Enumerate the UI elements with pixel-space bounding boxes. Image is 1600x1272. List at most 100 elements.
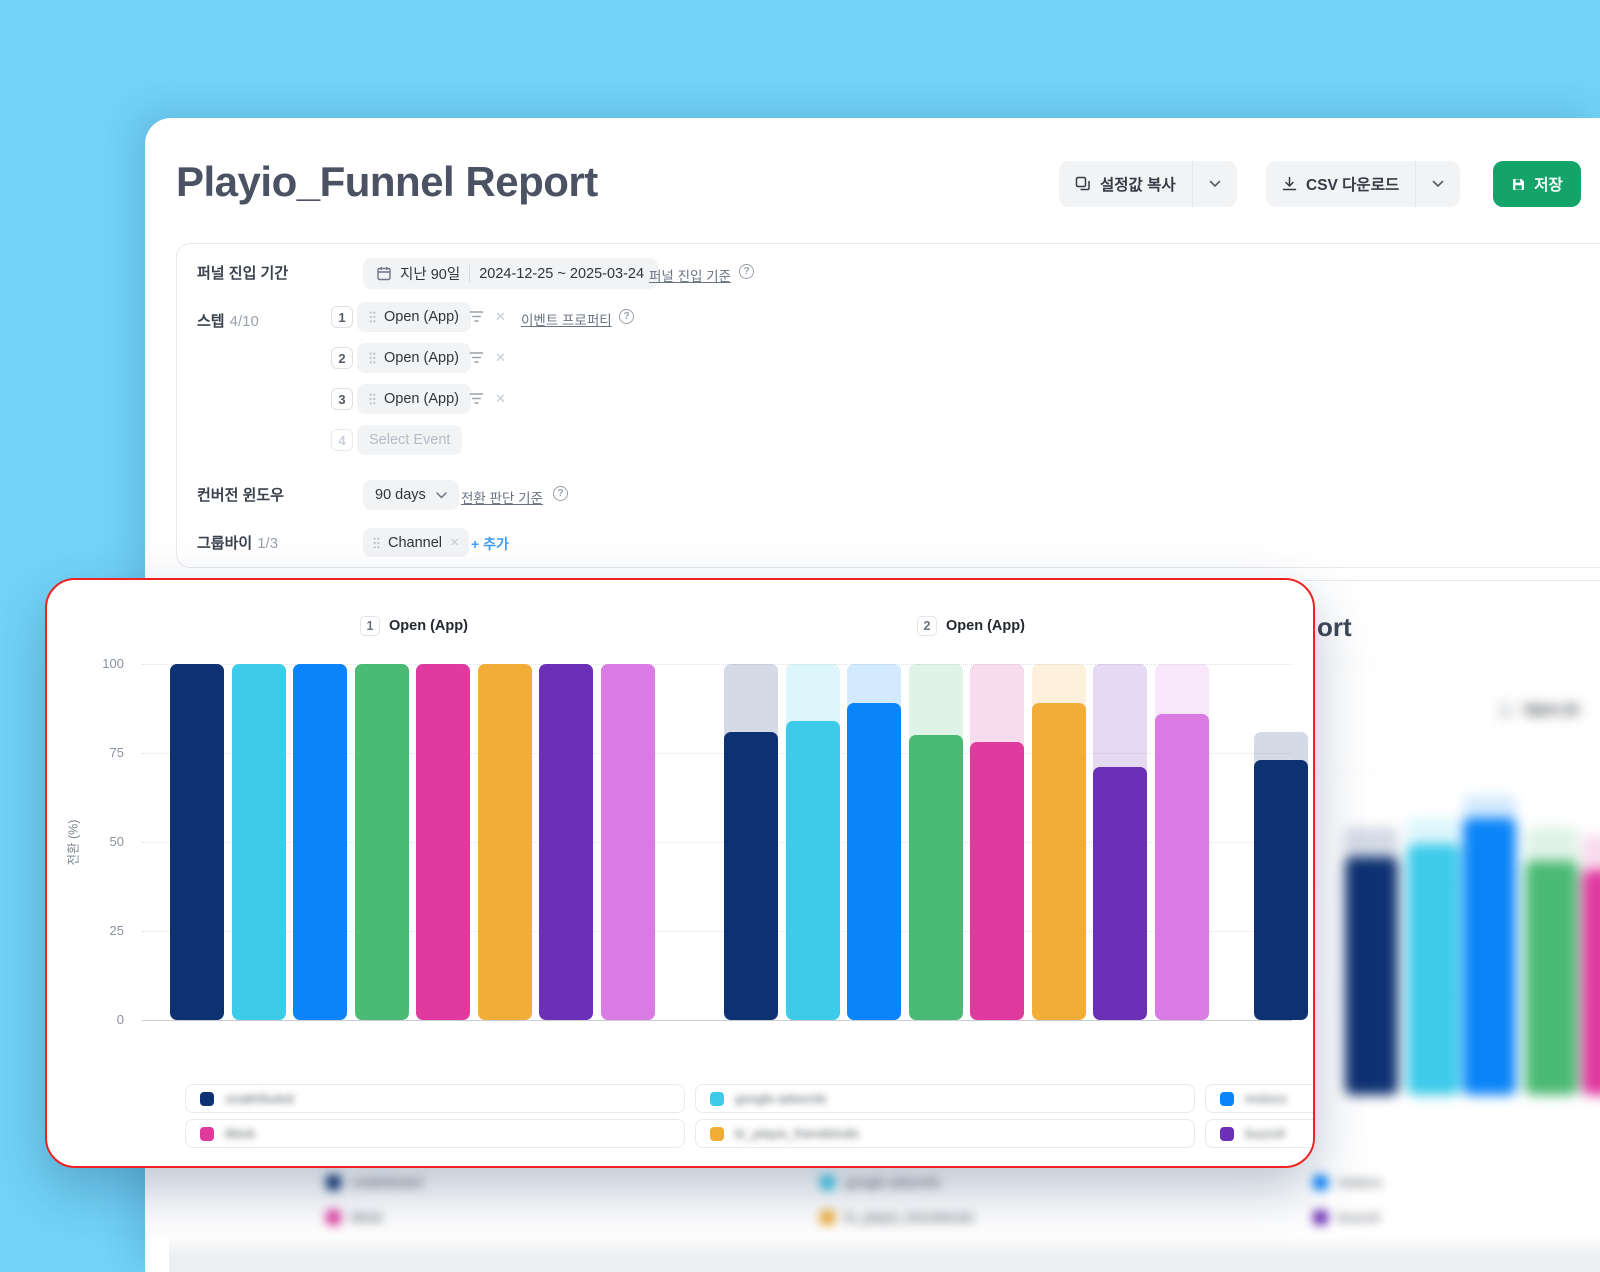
background-gridline — [1303, 662, 1600, 663]
legend-chip-buzzvil[interactable]: buzzvil — [1205, 1119, 1313, 1148]
step2-group-header: 2 Open (App) — [917, 616, 1025, 636]
drag-handle-icon[interactable] — [369, 393, 376, 405]
bar-step1-tiktok — [416, 664, 470, 1020]
legend-swatch — [200, 1126, 214, 1141]
chevron-down-icon — [1209, 180, 1220, 188]
legend-swatch — [326, 1175, 341, 1190]
save-button[interactable]: 저장 — [1493, 161, 1581, 207]
background-bar — [1525, 861, 1578, 1095]
remove-step-icon[interactable]: ✕ — [495, 391, 506, 406]
filter-icon[interactable] — [469, 392, 484, 405]
bar-step3-unattributed — [1254, 760, 1308, 1020]
bar-step1-google.adwords — [231, 664, 286, 1020]
step-number-badge: 2 — [917, 616, 937, 636]
period-chip[interactable]: 지난 90일 2024-12-25 ~ 2025-03-24 — [363, 258, 659, 289]
background-step3-header: 3 Open (A — [1495, 700, 1579, 720]
legend-label: tiktok — [225, 1126, 256, 1141]
step1-group-header: 1 Open (App) — [360, 616, 468, 636]
question-icon[interactable]: ? — [553, 486, 568, 501]
legend-label: moloco — [1338, 1175, 1382, 1190]
background-legend-item: buzzvil — [1313, 1210, 1379, 1225]
legend-chip-moloco[interactable]: moloco — [1205, 1084, 1313, 1113]
copy-icon — [1075, 176, 1091, 192]
conversion-label: 컨버전 윈도우 — [197, 487, 284, 504]
page-footer-band — [169, 1236, 1600, 1272]
bar-step2-moloco — [847, 703, 901, 1020]
button-divider — [1191, 161, 1193, 207]
legend-swatch — [1220, 1126, 1234, 1141]
chip-divider — [469, 265, 471, 282]
step1-group-label: Open (App) — [389, 618, 468, 634]
legend-label: unattributed — [225, 1091, 294, 1106]
chevron-down-icon — [436, 491, 447, 499]
gridline — [142, 931, 1292, 932]
copy-settings-label: 설정값 복사 — [1100, 177, 1176, 194]
background-card-border — [1303, 580, 1600, 581]
steps-label: 스텝 4/10 — [197, 310, 259, 331]
legend-label: unattributed — [351, 1175, 423, 1190]
copy-settings-dropdown[interactable] — [1193, 161, 1237, 207]
csv-download-dropdown[interactable] — [1416, 161, 1460, 207]
event-property-link[interactable]: 이벤트 프로퍼티 — [521, 313, 612, 328]
x-axis-line — [142, 1020, 1292, 1021]
period-range: 2024-12-25 ~ 2025-03-24 — [479, 265, 645, 282]
y-axis-tick: 75 — [109, 745, 124, 760]
background-bar — [1407, 843, 1460, 1095]
background-legend-item: kr_playio_friendsholic — [820, 1210, 975, 1225]
step-event-label: Select Event — [369, 432, 451, 448]
step-event-chip[interactable]: Open (App) — [357, 343, 471, 373]
legend-swatch — [1313, 1210, 1328, 1225]
drag-handle-icon[interactable] — [373, 537, 380, 549]
groupby-add-link[interactable]: + 추가 — [471, 536, 509, 552]
period-criteria-link[interactable]: 퍼널 진입 기준 — [649, 269, 732, 284]
question-icon[interactable]: ? — [739, 264, 754, 279]
period-preset: 지난 90일 — [400, 267, 461, 283]
gridline — [142, 842, 1292, 843]
csv-download-button[interactable]: CSV 다운로드 — [1266, 161, 1461, 207]
conversion-criteria-link[interactable]: 전환 판단 기준 — [461, 491, 544, 506]
step-number-badge: 4 — [331, 429, 353, 451]
step-event-chip[interactable]: Open (App) — [357, 302, 471, 332]
question-icon[interactable]: ? — [619, 309, 634, 324]
bar-step2-google.adwords — [785, 720, 840, 1020]
step-event-label: Open (App) — [384, 309, 459, 325]
groupby-chip-channel[interactable]: Channel ✕ — [363, 528, 470, 557]
background-legend-item: unattributed — [326, 1175, 422, 1190]
legend-swatch — [1313, 1175, 1328, 1190]
legend-chip-kr_playio_friendsholic[interactable]: kr_playio_friendsholic — [695, 1119, 1195, 1148]
copy-settings-button[interactable]: 설정값 복사 — [1059, 161, 1237, 207]
filter-icon[interactable] — [469, 310, 484, 323]
legend-chip-unattributed[interactable]: unattributed — [185, 1084, 685, 1113]
legend-swatch — [710, 1091, 724, 1106]
remove-icon[interactable]: ✕ — [450, 537, 460, 549]
legend-label: kr_playio_friendsholic — [735, 1126, 861, 1141]
remove-step-icon[interactable]: ✕ — [495, 350, 506, 365]
y-axis-tick: 50 — [109, 834, 124, 849]
y-axis-title: 전환 (%) — [66, 819, 81, 866]
step-number-badge: 1 — [331, 306, 353, 328]
conversion-window-select[interactable]: 90 days — [363, 480, 459, 510]
background-gridline — [1303, 773, 1600, 774]
calendar-icon — [377, 266, 391, 281]
legend-chip-tiktok[interactable]: tiktok — [185, 1119, 685, 1148]
legend-label: moloco — [1245, 1091, 1287, 1106]
drag-handle-icon[interactable] — [369, 352, 376, 364]
legend-swatch — [200, 1091, 214, 1106]
groupby-label: 그룹바이 1/3 — [197, 532, 278, 553]
bar-step1-kr_playio_friendsholic — [477, 664, 532, 1020]
y-axis-tick: 0 — [116, 1012, 124, 1027]
steps-label-text: 스텝 — [197, 313, 225, 330]
bar-step2-buzzvil — [1093, 767, 1147, 1020]
legend-label: kr_playio_friendsholic — [845, 1210, 975, 1225]
filter-icon[interactable] — [469, 351, 484, 364]
drag-handle-icon[interactable] — [369, 311, 376, 323]
chart-zoom-overlay: 1 Open (App) 2 Open (App) 전환 (%) 100 75 50… — [45, 578, 1315, 1168]
step-event-select-placeholder[interactable]: Select Event — [357, 425, 463, 455]
legend-chip-google.adwords[interactable]: google.adwords — [695, 1084, 1195, 1113]
background-bar — [1345, 856, 1398, 1095]
legend-label: buzzvil — [1245, 1126, 1285, 1141]
legend-swatch — [820, 1175, 835, 1190]
background-legend-item: moloco — [1313, 1175, 1382, 1190]
step-event-chip[interactable]: Open (App) — [357, 384, 471, 414]
remove-step-icon[interactable]: ✕ — [495, 309, 506, 324]
